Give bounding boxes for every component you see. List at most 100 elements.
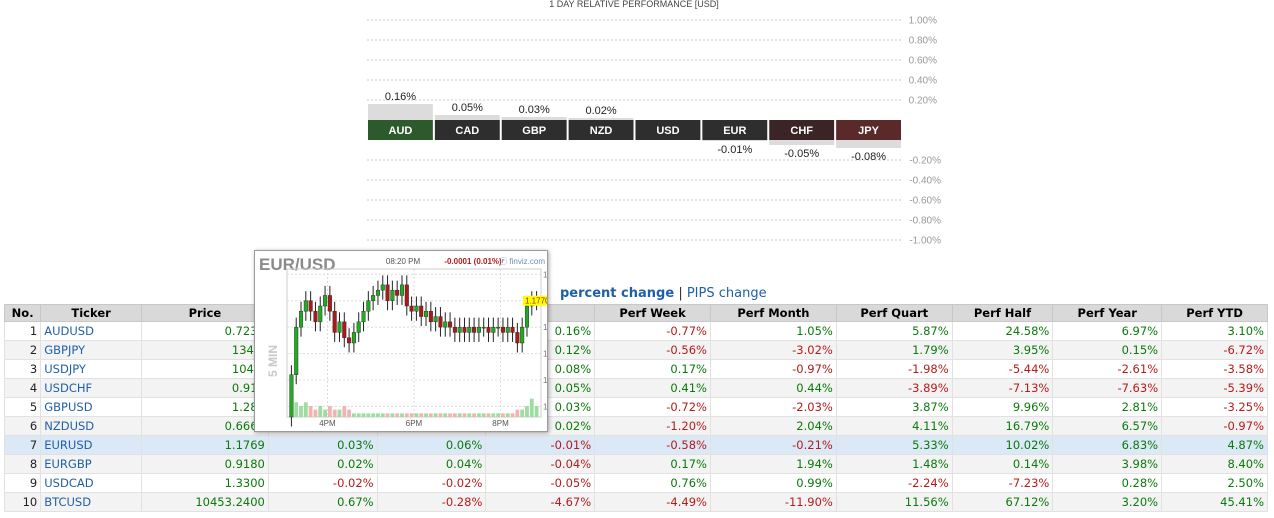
perf-category-nzd[interactable] [568, 120, 634, 140]
volume-bar [428, 413, 433, 417]
perf-week-cell: 0.17% [594, 359, 711, 379]
perf-category-aud[interactable] [368, 120, 433, 140]
perf-y-tick: -0.40% [909, 176, 941, 187]
perf-category-cad[interactable] [434, 120, 500, 140]
candle [505, 326, 510, 333]
table-row[interactable]: 1 AUDUSD 0.7234 0.16% -0.77% 1.05% 5.87% 24.58%… [3, 321, 1268, 341]
perf-ytd-cell: -3.58% [1161, 359, 1268, 379]
row-number: 7 [3, 435, 42, 455]
volume-bar [496, 413, 501, 417]
table-row[interactable]: 4 USDCHF 0.915 0.05% 0.41% 0.44% -3.89% -7.13% -… [3, 378, 1268, 398]
row-number: 9 [3, 473, 42, 493]
candle [361, 311, 366, 323]
perf-bar-chf [769, 140, 835, 145]
perf-category-usd[interactable] [635, 120, 701, 140]
candle [347, 337, 352, 344]
volume-bar [347, 409, 351, 417]
volume-bar [505, 413, 510, 417]
row-number: 1 [3, 321, 42, 341]
volume-bar [366, 413, 371, 417]
perf-y-tick: 0.60% [909, 56, 937, 67]
volume-bar [323, 409, 327, 417]
table-row[interactable]: 6NZDUSD0.66600.03%0.06%0.02%-1.20%2.04%4… [3, 416, 1268, 436]
candle [433, 316, 438, 323]
volume-bar [356, 413, 361, 417]
perf-cell: -0.05% [485, 473, 596, 493]
perf-quart-cell: 11.56% [835, 492, 953, 512]
volume-bar [467, 413, 472, 417]
header-perf-month[interactable]: Perf Month [709, 304, 837, 322]
table-row[interactable]: 8 EURGBP 0.9180 0.02% 0.04% -0.04% 0.17% 1.94% 1… [3, 454, 1268, 474]
candle [390, 289, 395, 301]
volume-bar [294, 402, 299, 417]
header-perf-ytd[interactable]: Perf YTD [1161, 304, 1268, 322]
ticker-link[interactable]: GBPUSD [40, 397, 142, 417]
table-row[interactable]: 9 USDCAD 1.3300 -0.02% -0.02% -0.05% 0.76% 0.99… [3, 473, 1268, 493]
perf-quart-cell: 1.48% [835, 454, 953, 474]
perf-year-cell: -7.63% [1052, 378, 1163, 398]
candle [428, 311, 433, 323]
perf-category-eur[interactable] [702, 120, 768, 140]
ticker-link[interactable]: NZDUSD [40, 416, 142, 436]
perf-cell: 0.02% [267, 454, 378, 474]
tab-pips-change[interactable]: PIPS change [686, 286, 767, 301]
volume-bar [457, 413, 462, 417]
header-price[interactable]: Price [140, 304, 269, 322]
candle [308, 300, 313, 312]
perf-week-cell: -1.20% [594, 416, 711, 436]
mini-y-tick: 1.1760 [543, 350, 547, 359]
header-perf-half[interactable]: Perf Half [951, 304, 1054, 322]
ticker-link[interactable]: GBPJPY [40, 340, 142, 360]
mini-y-tick: 1.1775 [543, 270, 547, 279]
ticker-link[interactable]: EURUSD [40, 435, 142, 455]
perf-category-label: CAD [455, 125, 479, 137]
candle [327, 295, 332, 312]
ticker-link[interactable]: USDCHF [40, 378, 142, 398]
perf-quart-cell: -3.89% [835, 378, 953, 398]
perf-month-cell: 0.99% [709, 473, 837, 493]
candle [424, 311, 429, 317]
volume-bar [433, 413, 438, 417]
row-number: 10 [3, 492, 42, 512]
ticker-link[interactable]: BTCUSD [40, 492, 142, 512]
header-perf-quart[interactable]: Perf Quart [835, 304, 953, 322]
candle [520, 326, 525, 344]
table-row[interactable]: 5 GBPUSD 1.282 0.03% -0.72% -2.03% 3.87% 9.96% 2… [3, 397, 1268, 417]
perf-week-cell: 0.41% [594, 378, 711, 398]
volume-bar [481, 413, 486, 417]
table-row[interactable]: 3 USDJPY 104.7 0.08% 0.17% -0.97% -1.98% -5.44%… [3, 359, 1268, 379]
perf-category-gbp[interactable] [501, 120, 567, 140]
header-no[interactable]: No. [3, 304, 42, 322]
perf-y-tick: -0.20% [909, 156, 941, 167]
header-ticker[interactable]: Ticker [40, 304, 142, 322]
candle [380, 284, 385, 291]
perf-quart-cell: -1.98% [835, 359, 953, 379]
mini-y-tick: 1.1765 [543, 323, 547, 332]
tab-percent-change[interactable]: percent change [560, 286, 675, 301]
volume-bar [491, 413, 496, 417]
table-row[interactable]: 7 EURUSD 1.1769 0.03% 0.06% -0.01% -0.58% -0.21… [3, 435, 1268, 455]
perf-ytd-cell: 3.10% [1161, 321, 1268, 341]
row-number: 2 [3, 340, 42, 360]
header-perf-week[interactable]: Perf Week [594, 304, 711, 322]
price-cell: 0.7234 [140, 321, 269, 341]
perf-category-jpy[interactable] [836, 120, 901, 140]
candle [462, 326, 467, 333]
ticker-link[interactable]: EURGBP [40, 454, 142, 474]
ticker-link[interactable]: AUDUSD [40, 321, 142, 341]
perf-half-cell: 24.58% [951, 321, 1054, 341]
perf-value-label: 0.02% [585, 105, 616, 117]
volume-bar [414, 413, 419, 417]
perf-half-cell: 10.02% [951, 435, 1054, 455]
mini-x-tick: 8PM [492, 419, 509, 428]
table-row[interactable]: 10 BTCUSD 10453.2400 0.67% -0.28% -4.67% -4.49… [3, 492, 1268, 512]
table-row[interactable]: 2 GBPJPY 134.2 0.12% -0.56% -3.02% 1.79% 3.95% 0… [3, 340, 1268, 360]
perf-category-chf[interactable] [769, 120, 835, 140]
candle [419, 305, 424, 317]
ticker-link[interactable]: USDJPY [40, 359, 142, 379]
perf-bar-eur [702, 140, 768, 141]
ticker-link[interactable]: USDCAD [40, 473, 142, 493]
volume-bar [462, 413, 467, 417]
perf-ytd-cell: -6.72% [1161, 340, 1268, 360]
header-perf-year[interactable]: Perf Year [1052, 304, 1163, 322]
